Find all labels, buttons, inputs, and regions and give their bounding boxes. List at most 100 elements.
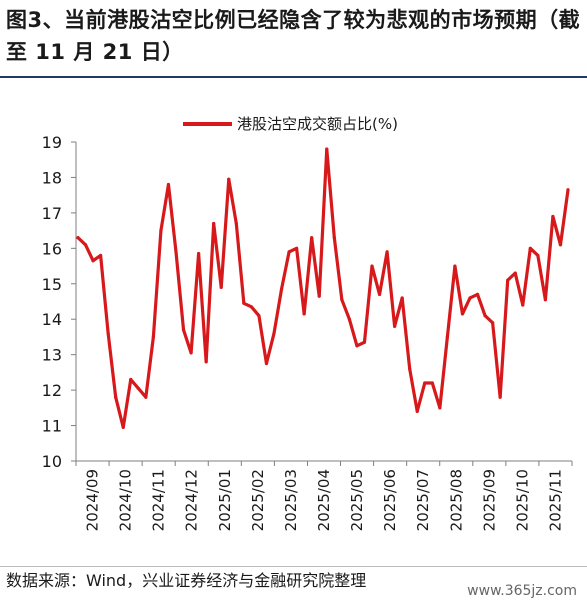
- data-point: [264, 361, 269, 366]
- data-point: [310, 236, 314, 240]
- y-tick-label: 17: [42, 204, 62, 223]
- y-axis-ticks: 10 11 12 13 14 15 16 17 18 19: [42, 133, 76, 471]
- data-point: [76, 236, 80, 240]
- plot-area: [76, 147, 570, 429]
- y-tick-label: 14: [42, 310, 62, 329]
- x-tick-label: 2025/09: [480, 469, 498, 531]
- data-point: [566, 188, 570, 192]
- data-point: [174, 250, 178, 254]
- data-point: [408, 367, 412, 371]
- x-tick-label: 2025/07: [414, 469, 432, 531]
- y-tick-label: 16: [42, 239, 62, 258]
- data-point: [197, 252, 201, 256]
- data-point: [355, 344, 359, 348]
- data-point: [144, 395, 148, 399]
- data-point: [468, 296, 472, 300]
- source-note: 数据来源：Wind，兴业证券经济与金融研究院整理: [6, 571, 367, 590]
- data-point: [91, 259, 95, 263]
- y-tick-label: 18: [42, 168, 62, 187]
- data-point: [415, 409, 419, 413]
- data-point: [506, 278, 510, 282]
- data-point: [83, 243, 88, 247]
- data-point: [121, 425, 125, 429]
- data-point: [340, 298, 344, 302]
- y-tick-label: 13: [42, 346, 62, 365]
- x-tick-label: 2025/02: [249, 469, 267, 531]
- data-point: [257, 314, 261, 318]
- data-point: [453, 264, 457, 268]
- data-point: [513, 271, 517, 275]
- data-point: [181, 328, 186, 332]
- data-point: [498, 395, 502, 399]
- data-point: [302, 312, 306, 316]
- x-tick-label: 2025/11: [546, 469, 564, 531]
- data-point: [370, 264, 374, 268]
- chart-title: 图3、当前港股沽空比例已经隐含了较为悲观的市场预期（截至 11 月 21 日）: [6, 8, 581, 64]
- x-tick-label: 2025/06: [381, 469, 399, 531]
- data-point: [460, 312, 465, 316]
- data-point: [287, 250, 291, 254]
- x-tick-label: 2025/10: [513, 469, 531, 531]
- data-point: [528, 246, 532, 250]
- y-tick-label: 15: [42, 275, 62, 294]
- data-point: [234, 221, 238, 226]
- data-point: [551, 214, 555, 219]
- data-point: [521, 303, 525, 307]
- data-point: [362, 340, 367, 344]
- data-point: [204, 360, 208, 364]
- data-point: [279, 287, 284, 291]
- y-tick-label: 11: [42, 417, 62, 436]
- data-point: [400, 296, 404, 300]
- data-point: [332, 236, 336, 240]
- data-point: [242, 301, 246, 305]
- data-point: [227, 177, 231, 181]
- x-tick-label: 2025/04: [315, 469, 333, 531]
- data-point: [377, 292, 382, 297]
- data-point: [114, 395, 118, 399]
- legend-label: 港股沽空成交额占比(%): [237, 115, 398, 133]
- data-point: [212, 221, 216, 226]
- data-point: [491, 321, 495, 325]
- y-tick-label: 10: [42, 452, 62, 471]
- data-point: [151, 335, 155, 339]
- x-tick-label: 2024/10: [117, 469, 135, 531]
- line-chart: 港股沽空成交额占比(%) 10 11 12 13 14 15 16 17 18 19 2024/0…: [42, 115, 573, 531]
- data-point: [99, 253, 103, 258]
- data-point: [249, 305, 253, 309]
- x-tick-label: 2024/11: [150, 469, 168, 531]
- data-point: [159, 229, 163, 233]
- source-divider: [0, 566, 587, 567]
- watermark: www.365jz.com: [463, 583, 581, 599]
- x-tick-label: 2025/05: [348, 469, 366, 531]
- data-point: [558, 243, 563, 247]
- data-point: [543, 298, 547, 302]
- x-tick-label: 2025/03: [282, 469, 300, 531]
- data-point: [385, 250, 389, 254]
- data-point: [136, 386, 140, 390]
- data-point: [219, 285, 223, 289]
- data-point: [106, 331, 110, 335]
- y-tick-label: 19: [42, 133, 62, 152]
- legend: 港股沽空成交额占比(%): [183, 115, 398, 133]
- data-point: [445, 335, 449, 339]
- data-point: [166, 182, 171, 187]
- data-point: [393, 324, 397, 328]
- data-point: [272, 331, 276, 335]
- series-line: [76, 147, 570, 429]
- data-point: [347, 317, 351, 321]
- x-axis-ticks: 2024/09 2024/10 2024/11 2024/12 2025/01 2025/…: [75, 461, 573, 531]
- y-tick-label: 12: [42, 381, 62, 400]
- axes: [75, 142, 572, 462]
- data-point: [483, 314, 487, 318]
- data-point: [295, 246, 299, 250]
- data-point: [189, 351, 193, 355]
- data-point: [423, 381, 427, 385]
- x-tick-label: 2025/08: [447, 469, 465, 531]
- title-divider: [0, 76, 587, 78]
- data-point: [536, 253, 540, 258]
- data-point: [317, 294, 321, 298]
- data-point: [129, 377, 133, 382]
- data-point: [325, 147, 329, 151]
- data-point: [438, 406, 442, 410]
- data-point: [430, 381, 434, 385]
